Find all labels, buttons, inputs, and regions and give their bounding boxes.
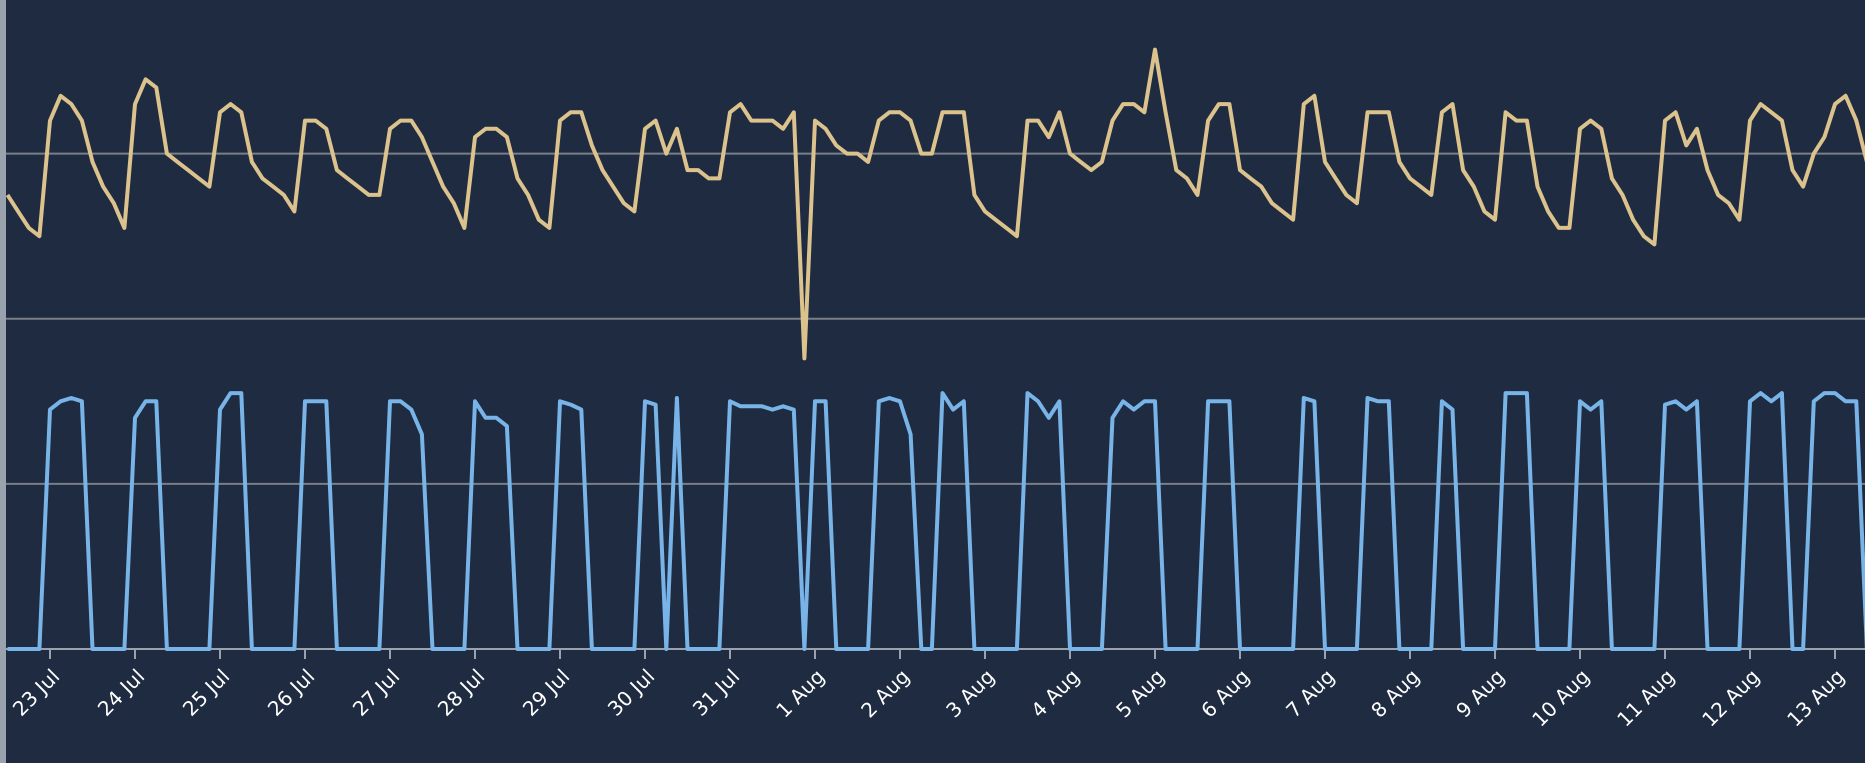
left-edge [0,0,6,763]
series-line [7,391,1865,651]
series-line [5,47,1865,361]
